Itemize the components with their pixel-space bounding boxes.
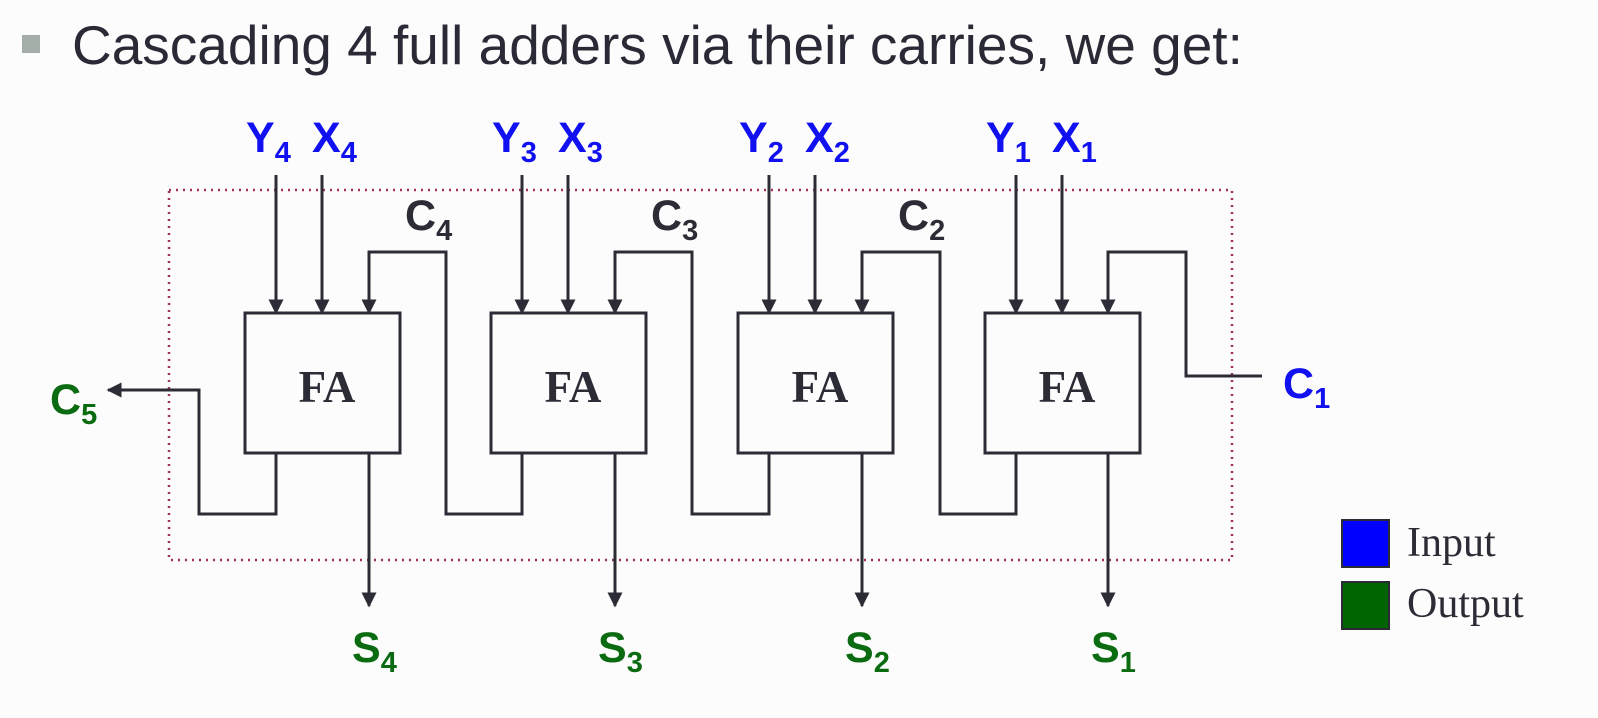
input-label-x2: X2 xyxy=(805,114,850,169)
carry-wire-c5 xyxy=(106,382,278,516)
carry-in-label-c1: C1 xyxy=(1283,360,1330,415)
input-label-x4: X4 xyxy=(312,114,357,169)
full-adder-4: FA xyxy=(243,311,402,455)
full-adder-1: FA xyxy=(983,311,1142,455)
carry-label-c2: C2 xyxy=(898,192,945,247)
carry-wire-c3 xyxy=(607,250,771,516)
legend-output-swatch xyxy=(1341,581,1390,630)
legend: Input Output xyxy=(1341,519,1524,630)
full-adder-box xyxy=(736,311,895,455)
carry-out-label-c5: C5 xyxy=(50,376,97,431)
sum-label-s3: S3 xyxy=(598,624,643,679)
legend-input-swatch xyxy=(1341,519,1390,568)
legend-output-label: Output xyxy=(1407,581,1524,627)
input-label-y4: Y4 xyxy=(246,114,291,169)
legend-input-label: Input xyxy=(1407,520,1496,566)
sum-label-s1: S1 xyxy=(1091,624,1136,679)
carry-wire-c2 xyxy=(854,250,1018,516)
sum-label-s2: S2 xyxy=(845,624,890,679)
input-label-x3: X3 xyxy=(558,114,603,169)
square-bullet-icon xyxy=(22,35,40,53)
full-adder-box xyxy=(243,311,402,455)
slide-title: Cascading 4 full adders via their carrie… xyxy=(72,14,1243,76)
input-label-y1: Y1 xyxy=(986,114,1031,169)
full-adder-label: FA xyxy=(299,362,356,412)
carry-label-c3: C3 xyxy=(651,192,698,247)
carry-wire-c4 xyxy=(361,250,524,516)
carry-label-c4: C4 xyxy=(405,192,452,247)
full-adder-box xyxy=(983,311,1142,455)
full-adder-label: FA xyxy=(1039,362,1096,412)
full-adder-label: FA xyxy=(545,362,602,412)
carry-wire-c1 xyxy=(1100,250,1262,378)
input-label-x1: X1 xyxy=(1052,114,1097,169)
sum-label-s4: S4 xyxy=(352,624,397,679)
full-adder-label: FA xyxy=(792,362,849,412)
input-label-y3: Y3 xyxy=(492,114,537,169)
input-label-y2: Y2 xyxy=(739,114,784,169)
full-adder-3: FA xyxy=(489,311,648,455)
full-adder-2: FA xyxy=(736,311,895,455)
